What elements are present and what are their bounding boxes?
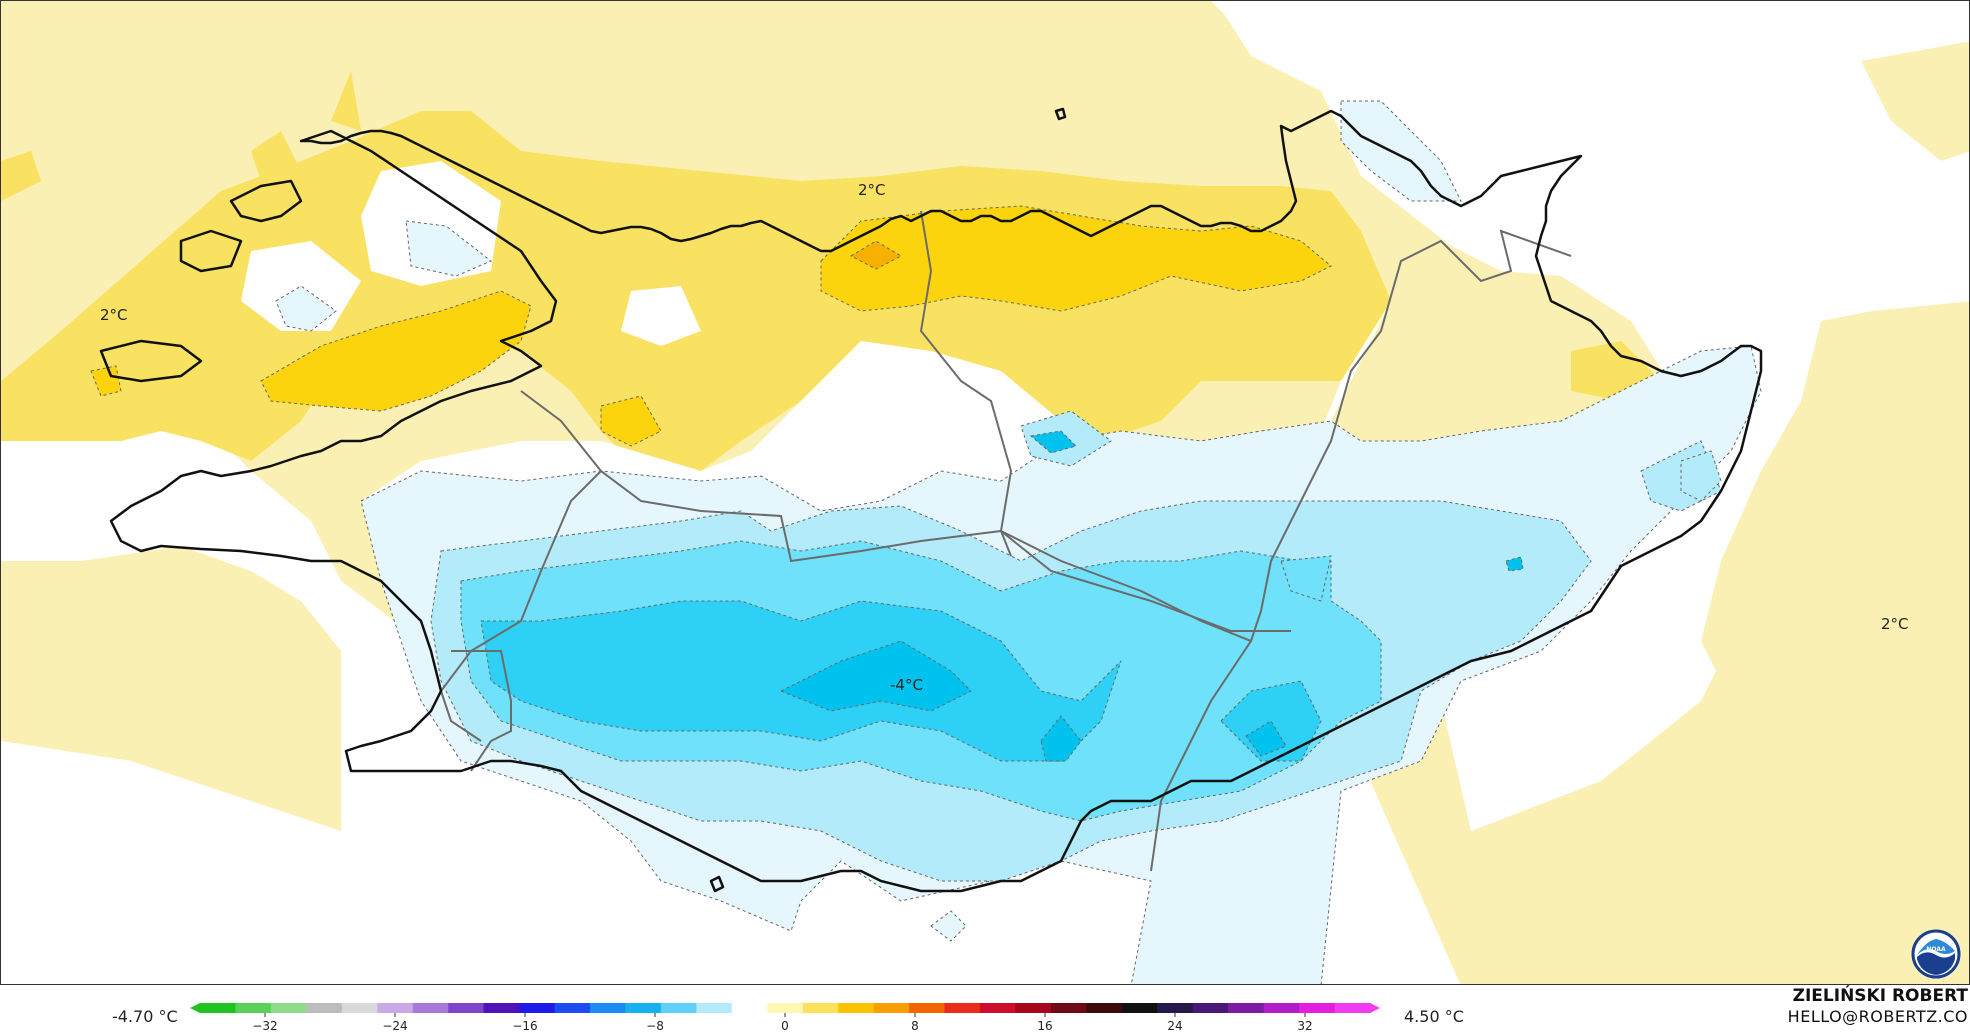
colorbar-right-end: [1370, 1003, 1380, 1013]
map-canvas: 2°C 2°C 2°C -4°C: [1, 1, 1969, 984]
regional-borders: [439, 210, 1572, 872]
colorbar-segment: [1263, 1003, 1300, 1013]
colorbar-segment: [554, 1003, 591, 1013]
colorbar-segment: [1228, 1003, 1265, 1013]
colorbar-segment: [1050, 1003, 1087, 1013]
colorbar-segment: [377, 1003, 414, 1013]
colorbar-segment: [802, 1003, 839, 1013]
temperature-map: 2°C 2°C 2°C -4°C NOAA: [0, 0, 1970, 985]
colorbar: −32 −24 −16 −8 0 8 16 24 32: [190, 1003, 1380, 1033]
colorbar-segment: [1192, 1003, 1229, 1013]
colorbar-left-end: [190, 1003, 200, 1013]
neutral-zone: [1, 1, 1969, 984]
colorbar-segments: [190, 1003, 1380, 1013]
colorbar-segment: [944, 1003, 981, 1013]
colorbar-tick-label: 0: [781, 1019, 789, 1033]
colorbar-segment: [306, 1003, 343, 1013]
colorbar-segment: [483, 1003, 520, 1013]
cold-deep-zone: [779, 430, 1524, 762]
colorbar-tick-label: 24: [1167, 1019, 1182, 1033]
contour-label-east: 2°C: [1881, 615, 1909, 633]
cold-east-coast: [1680, 450, 1722, 502]
colorbar-segment: [1015, 1003, 1052, 1013]
colorbar-segment: [590, 1003, 626, 1013]
colorbar-segment: [412, 1003, 449, 1013]
colorbar-tick-label: −32: [252, 1019, 277, 1033]
scale-max-label: 4.50 °C: [1404, 1007, 1464, 1026]
warm-strong-zone: [90, 205, 1332, 447]
colorbar-segment: [200, 1003, 236, 1013]
colorbar-segment: [1086, 1003, 1123, 1013]
warm-deep-spot: [849, 240, 903, 270]
colorbar-tick-label: −24: [382, 1019, 407, 1033]
colorbar-segment: [270, 1003, 307, 1013]
colorbar-segment: [660, 1003, 697, 1013]
colorbar-segment: [625, 1003, 662, 1013]
colorbar-segment: [448, 1003, 485, 1013]
colorbar-segment: [838, 1003, 875, 1013]
author-credit: ZIELIŃSKI ROBERT HELLO@ROBERTZ.CO: [1788, 985, 1968, 1027]
colorbar-segment: [1157, 1003, 1194, 1013]
author-name: ZIELIŃSKI ROBERT: [1792, 986, 1968, 1006]
colorbar-segment: [980, 1003, 1016, 1013]
contour-label-north: 2°C: [858, 181, 886, 199]
colorbar-tick-label: 8: [911, 1019, 919, 1033]
colorbar-segment: [731, 1003, 768, 1013]
noaa-logo-text: NOAA: [1926, 946, 1946, 953]
coastline: [99, 107, 1763, 893]
colorbar-segment: [873, 1003, 910, 1013]
colorbar-segment: [341, 1003, 378, 1013]
colorbar-segment: [909, 1003, 946, 1013]
contour-label-west: 2°C: [100, 306, 128, 324]
colorbar-tick-label: 32: [1297, 1019, 1312, 1033]
colorbar-segment: [235, 1003, 272, 1013]
author-email: HELLO@ROBERTZ.CO: [1787, 1007, 1968, 1026]
colorbar-tick-label: 16: [1037, 1019, 1052, 1033]
colorbar-segment: [519, 1003, 556, 1013]
colorbar-segment: [767, 1003, 804, 1013]
scale-min-label: -4.70 °C: [112, 1007, 178, 1026]
warm-mid-zone: [1, 71, 1661, 471]
colorbar-tick-label: −16: [512, 1019, 537, 1033]
colorbar-ticks: −32 −24 −16 −8 0 8 16 24 32: [252, 1013, 1313, 1033]
colorbar-tick-label: −8: [646, 1019, 664, 1033]
colorbar-segment: [1121, 1003, 1158, 1013]
colorbar-segment: [1334, 1003, 1371, 1013]
noaa-logo-icon: NOAA: [1911, 929, 1961, 979]
colorbar-segment: [1299, 1003, 1336, 1013]
colorbar-segment: [696, 1003, 733, 1013]
cold-pale-islands-nw: [275, 220, 492, 332]
contour-label-south-interior: -4°C: [890, 676, 923, 694]
